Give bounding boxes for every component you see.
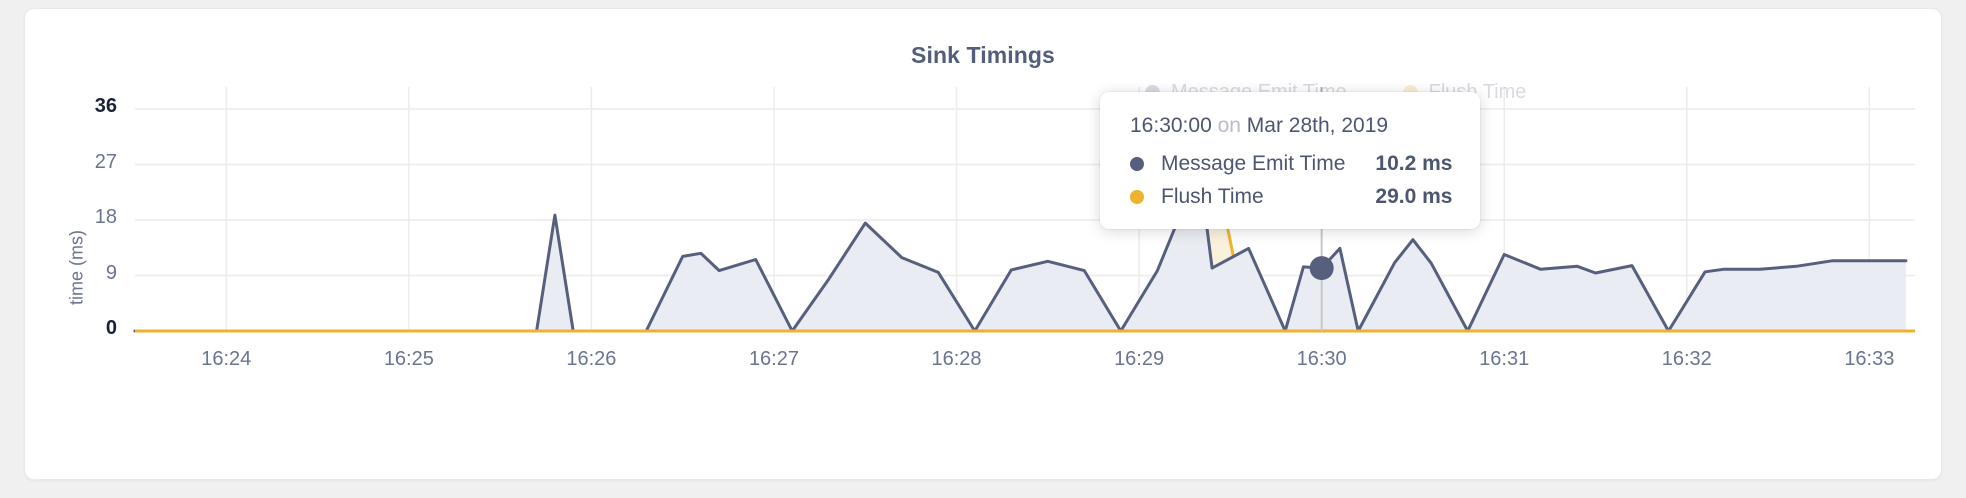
tooltip-series-label: Message Emit Time bbox=[1161, 152, 1346, 175]
x-tick-label: 16:27 bbox=[748, 348, 799, 370]
y-tick-label: 36 bbox=[94, 95, 117, 117]
x-tick-label: 16:25 bbox=[383, 348, 434, 370]
x-tick-label: 16:29 bbox=[1114, 348, 1165, 370]
tooltip-time: 16:30:00 bbox=[1130, 114, 1212, 137]
tooltip-series-label: Flush Time bbox=[1161, 185, 1264, 208]
tooltip-row-flush-time: Flush Time 29.0 ms bbox=[1130, 185, 1452, 209]
tooltip-series-value: 29.0 ms bbox=[1375, 185, 1453, 208]
x-tick-label: 16:33 bbox=[1844, 348, 1895, 370]
x-tick-label: 16:32 bbox=[1661, 348, 1712, 370]
x-tick-label: 16:30 bbox=[1296, 348, 1347, 370]
chart-svg[interactable] bbox=[25, 9, 1942, 480]
x-tick-label: 16:24 bbox=[201, 348, 252, 370]
tooltip-on-word: on bbox=[1217, 114, 1241, 137]
series-dot-icon bbox=[1130, 157, 1144, 171]
y-tick-label: 18 bbox=[94, 206, 117, 228]
y-tick-label: 9 bbox=[105, 261, 117, 284]
x-tick-label: 16:26 bbox=[566, 348, 617, 370]
chart-tooltip: 16:30:00 on Mar 28th, 2019 Message Emit … bbox=[1100, 92, 1481, 229]
y-tick-label: 0 bbox=[105, 317, 117, 339]
x-tick-label: 16:28 bbox=[931, 348, 982, 370]
tooltip-date: Mar 28th, 2019 bbox=[1246, 114, 1389, 137]
tooltip-row-message-emit-time: Message Emit Time 10.2 ms bbox=[1130, 152, 1452, 176]
tooltip-header: 16:30:00 on Mar 28th, 2019 bbox=[1130, 114, 1452, 138]
series-dot-icon bbox=[1130, 190, 1144, 204]
y-tick-label: 27 bbox=[94, 150, 117, 173]
tooltip-series-value: 10.2 ms bbox=[1375, 152, 1453, 175]
page-title: Sink Timings bbox=[911, 42, 1055, 68]
sink-timings-card: Sink Timings time (ms) 0 9 18 27 36 16:24 16:2… bbox=[24, 8, 1942, 480]
x-tick-label: 16:31 bbox=[1479, 348, 1530, 370]
chart-plot-area: time (ms) 0 9 18 27 36 16:24 16:25 16:26 16:27 16… bbox=[25, 9, 1942, 480]
